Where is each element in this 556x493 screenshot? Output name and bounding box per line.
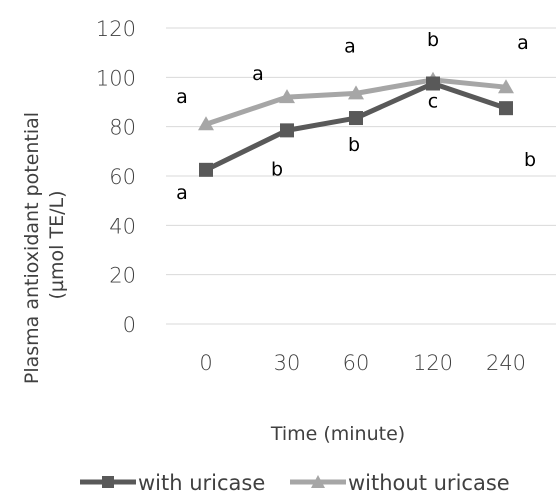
data-point-triangle — [198, 116, 214, 131]
legend-marker-square — [102, 476, 114, 488]
y-tick-label: 120 — [96, 17, 136, 41]
y-tick-label: 60 — [109, 165, 136, 189]
x-tick-label: 0 — [199, 351, 212, 375]
x-tick-label: 120 — [413, 351, 453, 375]
significance-label: b — [524, 149, 536, 171]
x-tick-label: 30 — [274, 351, 301, 375]
legend: with uricase without uricase — [80, 471, 510, 493]
x-tick-label: 240 — [486, 351, 526, 375]
legend-marker-triangle — [311, 475, 325, 488]
y-tick-labels: 0 20 40 60 80 100 120 — [96, 17, 136, 337]
legend-label-without-uricase: without uricase — [348, 471, 510, 493]
significance-label: a — [176, 86, 188, 108]
x-axis-title: Time (minute) — [270, 423, 405, 445]
significance-label: a — [344, 35, 356, 57]
data-point-square — [499, 101, 513, 116]
significance-label: b — [348, 134, 360, 156]
legend-label-with-uricase: with uricase — [138, 471, 265, 493]
significance-labels: a b b c b a a a b a — [176, 29, 536, 204]
y-tick-label: 80 — [109, 116, 136, 140]
data-point-triangle — [279, 89, 295, 104]
significance-label: c — [428, 91, 438, 113]
y-tick-label: 20 — [109, 264, 136, 288]
data-point-square — [199, 162, 213, 177]
significance-label: b — [427, 29, 439, 51]
significance-label: a — [252, 63, 264, 85]
y-axis-title: Plasma antioxidant potential (µmol TE/L) — [21, 106, 68, 384]
y-tick-label: 100 — [96, 66, 136, 90]
data-point-triangle — [348, 85, 364, 100]
y-axis-title-line-1: Plasma antioxidant potential — [21, 112, 43, 384]
data-point-triangle — [498, 79, 514, 94]
y-axis-title-line-2: (µmol TE/L) — [46, 191, 68, 300]
data-point-square — [280, 123, 294, 138]
significance-label: b — [271, 158, 283, 180]
y-tick-label: 0 — [123, 313, 136, 337]
gridlines — [166, 27, 556, 325]
data-point-square — [349, 111, 363, 126]
series-layer — [198, 71, 514, 177]
data-point-square — [426, 76, 440, 91]
y-tick-label: 40 — [109, 214, 136, 238]
x-tick-labels: 0 30 60 120 240 — [199, 351, 526, 375]
significance-label: a — [176, 182, 188, 204]
x-tick-label: 60 — [343, 351, 370, 375]
significance-label: a — [517, 32, 529, 54]
